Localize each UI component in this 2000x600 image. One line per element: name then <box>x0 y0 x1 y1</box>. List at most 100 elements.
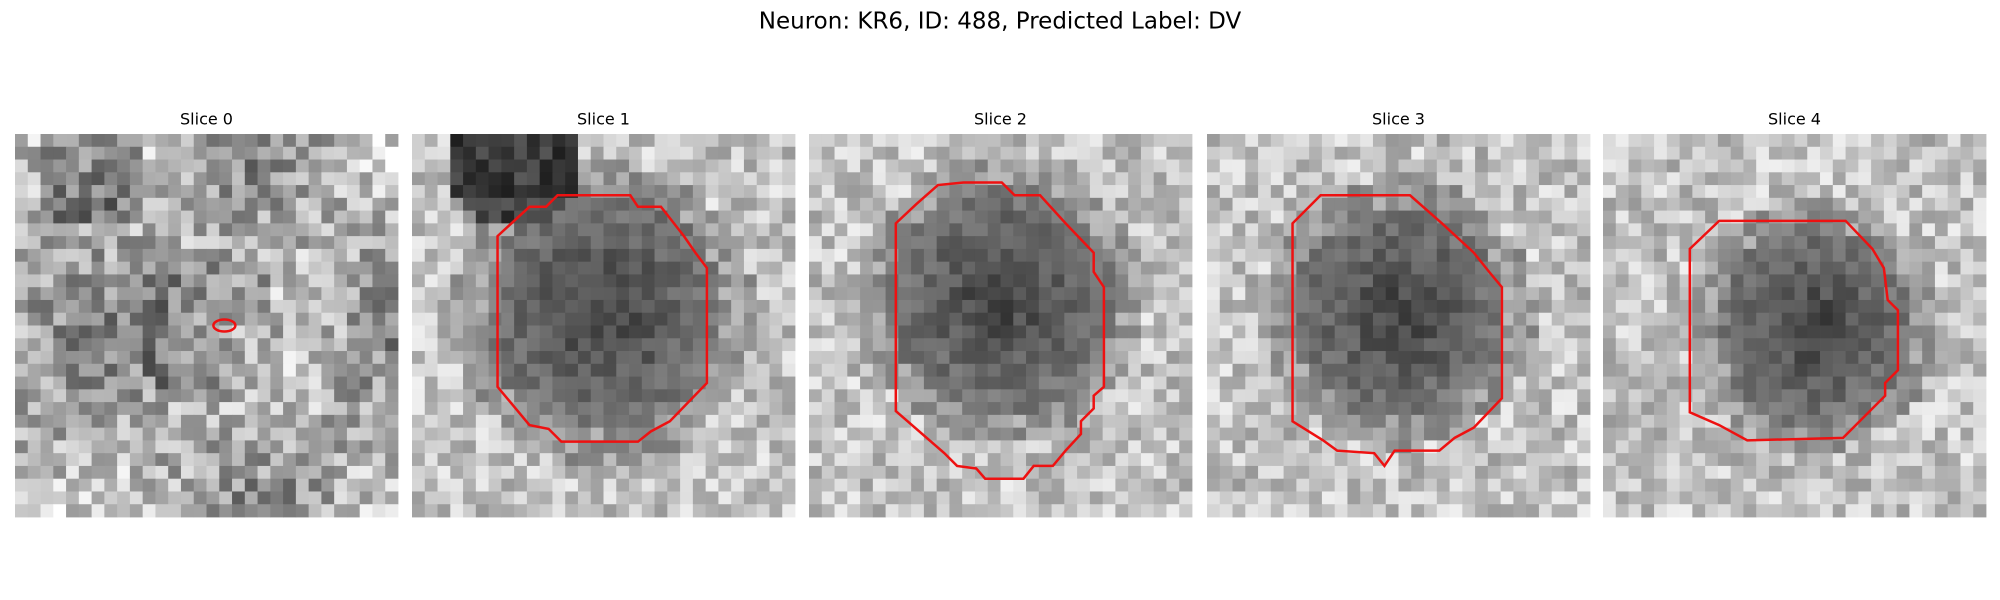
pixel <box>1717 261 1732 275</box>
pixel <box>1526 134 1540 148</box>
pixel <box>155 146 169 160</box>
pixel <box>1102 210 1116 224</box>
pixel <box>1909 146 1923 160</box>
pixel <box>1115 197 1129 211</box>
pixel <box>1526 325 1540 339</box>
pixel <box>1768 134 1783 148</box>
pixel <box>501 185 515 199</box>
pixel <box>78 210 92 224</box>
pixel <box>1551 363 1565 377</box>
pixel <box>308 504 322 518</box>
pixel <box>898 146 912 160</box>
pixel <box>117 159 131 173</box>
pixel <box>117 389 131 403</box>
pixel <box>705 325 719 339</box>
pixel <box>168 478 182 492</box>
pixel <box>1102 146 1116 160</box>
pixel <box>641 465 655 480</box>
pixel <box>1551 440 1565 454</box>
pixel <box>590 274 604 288</box>
pixel <box>1219 236 1233 250</box>
pixel <box>1500 389 1514 403</box>
pixel <box>475 465 489 480</box>
pixel <box>539 236 553 250</box>
pixel <box>346 134 361 148</box>
pixel <box>1270 248 1284 263</box>
pixel <box>372 351 386 365</box>
pixel <box>1934 172 1949 186</box>
pixel <box>1794 351 1808 365</box>
pixel <box>180 172 195 186</box>
pixel <box>359 440 373 454</box>
pixel <box>654 325 668 339</box>
pixel <box>359 351 373 365</box>
pixel <box>1064 210 1078 224</box>
pixel <box>295 261 310 275</box>
pixel <box>66 248 80 263</box>
pixel <box>1153 134 1167 148</box>
pixel <box>552 134 566 148</box>
pixel <box>1909 363 1923 377</box>
pixel <box>1883 491 1898 505</box>
pixel <box>488 440 502 454</box>
pixel <box>1603 414 1617 429</box>
pixel <box>898 414 912 429</box>
pixel <box>1334 197 1348 211</box>
pixel <box>1166 325 1180 339</box>
pixel <box>641 376 655 390</box>
pixel <box>1781 287 1795 301</box>
pixel <box>1064 325 1078 339</box>
pixel <box>450 172 464 186</box>
pixel <box>1245 159 1259 173</box>
pixel <box>590 491 604 505</box>
pixel <box>616 414 630 429</box>
pixel <box>129 427 144 441</box>
pixel <box>552 223 566 237</box>
pixel <box>1077 440 1091 454</box>
pixel <box>308 236 322 250</box>
pixel <box>1820 351 1834 365</box>
pixel <box>40 504 54 518</box>
pixel <box>1781 504 1795 518</box>
pixel <box>117 236 131 250</box>
pixel <box>667 159 681 173</box>
pixel <box>1462 389 1476 403</box>
pixel <box>463 236 477 250</box>
pixel <box>1909 236 1923 250</box>
pixel <box>1513 236 1527 250</box>
pixel <box>1321 134 1336 148</box>
pixel <box>1051 172 1065 186</box>
pixel <box>1296 338 1310 352</box>
pixel <box>1398 134 1412 148</box>
pixel <box>334 376 348 390</box>
pixel <box>1411 453 1425 467</box>
pixel <box>1526 351 1540 365</box>
pixel <box>1334 261 1348 275</box>
pixel <box>40 325 54 339</box>
pixel <box>1628 261 1642 275</box>
pixel <box>667 504 681 518</box>
pixel <box>244 274 258 288</box>
pixel <box>1615 402 1629 416</box>
pixel <box>219 261 233 275</box>
pixel <box>616 172 630 186</box>
pixel <box>860 351 874 365</box>
pixel <box>1219 351 1233 365</box>
pixel <box>1603 312 1617 326</box>
pixel <box>257 453 271 467</box>
pixel <box>1513 223 1527 237</box>
pixel <box>590 504 604 518</box>
pixel <box>359 338 373 352</box>
pixel <box>308 312 322 326</box>
pixel <box>1102 402 1116 416</box>
pixel <box>1385 491 1399 505</box>
pixel <box>424 312 438 326</box>
pixel <box>270 351 284 365</box>
pixel <box>911 299 925 314</box>
pixel <box>27 491 41 505</box>
pixel <box>809 261 823 275</box>
pixel <box>1538 299 1553 314</box>
pixel <box>1960 325 1974 339</box>
pixel <box>705 338 719 352</box>
pixel <box>1077 504 1091 518</box>
